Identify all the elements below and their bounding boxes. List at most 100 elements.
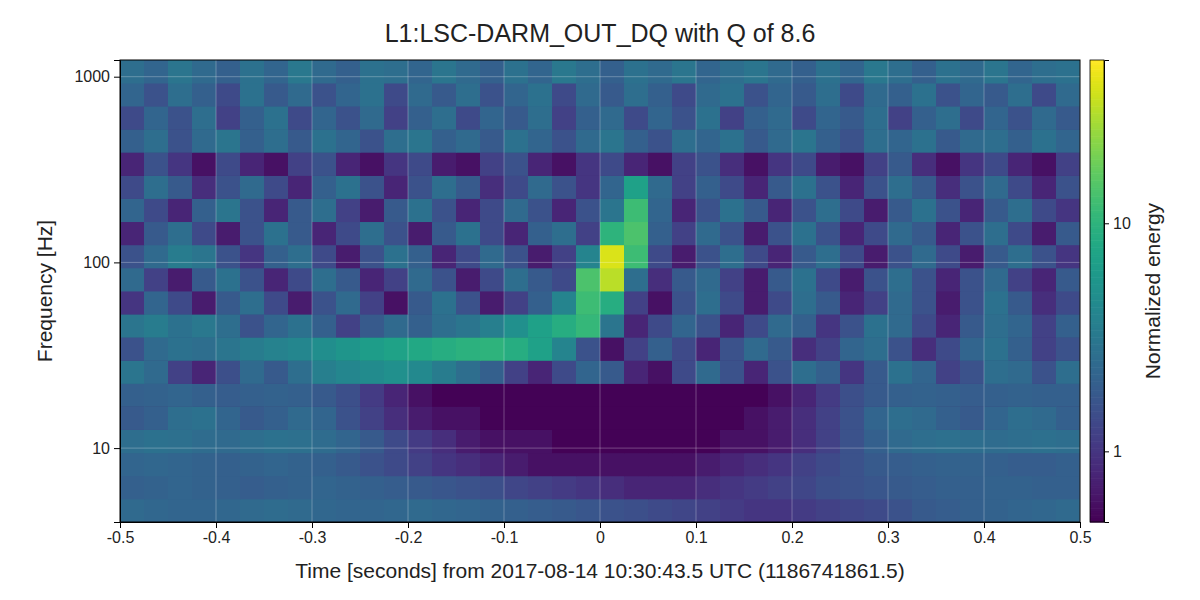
- grid-line: [984, 60, 985, 522]
- heatmap-cell: [144, 476, 169, 500]
- heatmap-cell: [264, 106, 289, 130]
- heatmap-cell: [864, 476, 889, 500]
- x-axis-label: Time [seconds] from 2017-08-14 10:30:43.…: [295, 559, 904, 582]
- heatmap-cell: [888, 129, 913, 153]
- heatmap-cell: [288, 383, 313, 406]
- heatmap-cell: [936, 222, 961, 246]
- heatmap-cell: [216, 268, 241, 292]
- heatmap-cell: [576, 476, 601, 500]
- heatmap-cell: [240, 337, 265, 361]
- heatmap-cell: [216, 453, 241, 477]
- heatmap-cell: [432, 360, 457, 384]
- heatmap-cell: [456, 453, 481, 477]
- heatmap-cell: [528, 476, 553, 500]
- heatmap-cell: [120, 198, 145, 222]
- heatmap-cell: [456, 83, 481, 107]
- heatmap-cell: [840, 245, 865, 269]
- heatmap-cell: [912, 476, 937, 500]
- heatmap-cell: [432, 175, 457, 199]
- heatmap-cell: [480, 60, 505, 83]
- heatmap-cell: [1032, 360, 1057, 384]
- heatmap-cell: [1056, 222, 1080, 246]
- heatmap-cell: [384, 337, 409, 361]
- heatmap-cell: [312, 222, 337, 246]
- heatmap-cell: [288, 429, 313, 453]
- heatmap-cell: [600, 175, 625, 199]
- heatmap-cell: [1008, 60, 1033, 83]
- tick: 0.1: [685, 522, 707, 546]
- heatmap-cell: [576, 245, 601, 269]
- heatmap-cell: [672, 476, 697, 500]
- heatmap-cell: [720, 291, 745, 315]
- heatmap-cell: [288, 222, 313, 246]
- heatmap-cell: [792, 360, 817, 384]
- heatmap-cell: [384, 129, 409, 153]
- heatmap-cell: [1008, 476, 1033, 500]
- heatmap-cell: [552, 360, 577, 384]
- heatmap-cell: [408, 129, 433, 153]
- heatmap-cell: [1008, 291, 1033, 315]
- heatmap-cell: [1008, 198, 1033, 222]
- heatmap-cell: [840, 314, 865, 338]
- heatmap-cell: [552, 60, 577, 83]
- heatmap-cell: [408, 453, 433, 477]
- heatmap-cell: [816, 175, 841, 199]
- heatmap-cell: [984, 106, 1009, 130]
- heatmap-cell: [984, 83, 1009, 107]
- heatmap-cell: [144, 222, 169, 246]
- heatmap-cell: [168, 60, 193, 83]
- heatmap-cell: [192, 198, 217, 222]
- tick: -0.4: [203, 522, 231, 546]
- heatmap-cell: [864, 383, 889, 406]
- heatmap-cell: [120, 152, 145, 176]
- heatmap-cell: [816, 83, 841, 107]
- heatmap-cell: [960, 268, 985, 292]
- heatmap-cell: [600, 406, 625, 430]
- heatmap-cell: [624, 106, 649, 130]
- tick-label: 10: [92, 440, 110, 457]
- heatmap-cell: [120, 499, 145, 522]
- heatmap-cell: [912, 83, 937, 107]
- heatmap-cell: [1056, 245, 1080, 269]
- heatmap-cell: [120, 245, 145, 269]
- heatmap-cell: [144, 291, 169, 315]
- heatmap-cell: [1056, 291, 1080, 315]
- heatmap-cell: [360, 314, 385, 338]
- heatmap-cell: [936, 383, 961, 406]
- heatmap-cell: [216, 175, 241, 199]
- heatmap-cell: [1056, 175, 1080, 199]
- heatmap-cell: [456, 245, 481, 269]
- heatmap-cell: [288, 175, 313, 199]
- heatmap-cell: [240, 129, 265, 153]
- heatmap-cell: [360, 406, 385, 430]
- heatmap-cell: [216, 291, 241, 315]
- heatmap-cell: [720, 476, 745, 500]
- heatmap-cell: [864, 406, 889, 430]
- heatmap-cell: [144, 152, 169, 176]
- heatmap-cell: [504, 406, 529, 430]
- heatmap-cell: [168, 245, 193, 269]
- heatmap-cell: [720, 499, 745, 522]
- heatmap-cell: [552, 175, 577, 199]
- heatmap-cell: [120, 83, 145, 107]
- tick: 10: [1104, 215, 1131, 232]
- heatmap-cell: [168, 337, 193, 361]
- heatmap-cell: [120, 291, 145, 315]
- heatmap-cell: [696, 268, 721, 292]
- heatmap-cell: [960, 198, 985, 222]
- heatmap-cell: [408, 499, 433, 522]
- heatmap-cell: [648, 198, 673, 222]
- heatmap-cell: [672, 268, 697, 292]
- heatmap-cell: [168, 453, 193, 477]
- heatmap-cell: [1056, 314, 1080, 338]
- heatmap-cell: [528, 337, 553, 361]
- heatmap-cell: [720, 314, 745, 338]
- heatmap-cell: [648, 60, 673, 83]
- heatmap-cell: [888, 453, 913, 477]
- heatmap-cell: [816, 222, 841, 246]
- heatmap-cell: [480, 499, 505, 522]
- heatmap-cell: [696, 360, 721, 384]
- heatmap-cell: [600, 360, 625, 384]
- heatmap-cell: [936, 129, 961, 153]
- heatmap-cell: [984, 337, 1009, 361]
